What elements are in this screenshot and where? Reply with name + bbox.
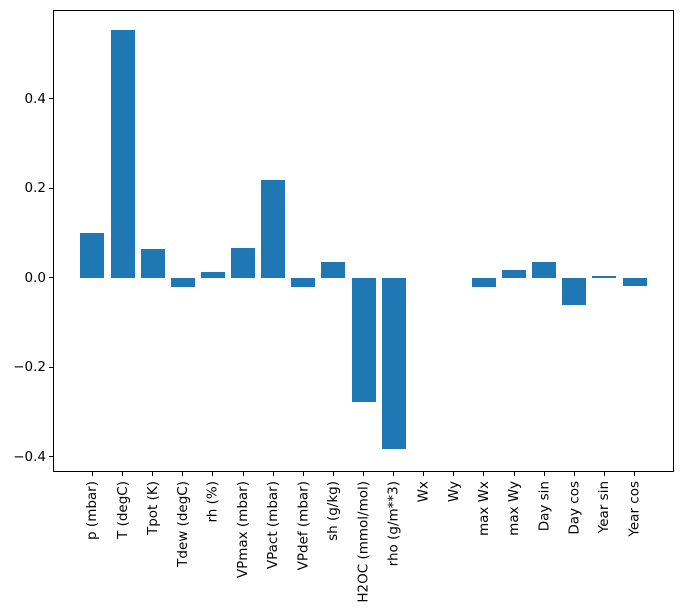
x-tick-label: Wx xyxy=(415,481,432,503)
bar xyxy=(231,247,255,278)
y-tick-label: −0.4 xyxy=(13,448,46,465)
x-tick-label: Wy xyxy=(445,481,462,503)
bar xyxy=(502,270,527,278)
x-tick-mark xyxy=(302,472,304,476)
x-tick-label: T (degC) xyxy=(114,481,131,539)
bar xyxy=(562,277,587,305)
x-tick-mark xyxy=(272,472,274,476)
y-tick-label: 0.0 xyxy=(24,269,46,286)
x-tick-label: p (mbar) xyxy=(84,481,101,540)
x-tick-label: Year cos xyxy=(626,481,643,537)
x-tick-label: Day sin xyxy=(536,481,553,532)
x-tick-mark xyxy=(453,472,455,476)
y-tick-mark xyxy=(49,277,53,279)
y-tick-mark xyxy=(49,187,53,189)
x-tick-label: rho (g/m**3) xyxy=(385,481,402,567)
bar xyxy=(381,277,406,450)
x-tick-mark xyxy=(91,472,93,476)
bar xyxy=(351,277,376,402)
bar xyxy=(200,272,225,278)
bar xyxy=(471,277,496,287)
plot-area xyxy=(53,10,674,472)
bar xyxy=(592,275,617,278)
bar xyxy=(140,248,165,278)
x-tick-mark xyxy=(573,472,575,476)
x-tick-label: rh (%) xyxy=(204,481,221,523)
x-tick-mark xyxy=(603,472,605,476)
x-tick-mark xyxy=(212,472,214,476)
bar xyxy=(532,261,557,278)
x-tick-mark xyxy=(423,472,425,476)
x-tick-mark xyxy=(483,472,485,476)
x-tick-label: Tpot (K) xyxy=(144,481,161,536)
x-tick-mark xyxy=(363,472,364,476)
bar xyxy=(80,232,105,278)
x-tick-label: Year sin xyxy=(596,481,613,534)
y-tick-label: 0.2 xyxy=(24,180,46,197)
x-tick-mark xyxy=(242,472,244,476)
x-tick-label: VPdef (mbar) xyxy=(295,481,312,571)
x-tick-label: Day cos xyxy=(566,481,583,535)
x-tick-mark xyxy=(543,472,545,476)
y-tick-mark xyxy=(49,366,53,368)
y-tick-label: 0.4 xyxy=(24,90,46,107)
x-tick-label: sh (g/kg) xyxy=(325,481,342,541)
bar xyxy=(110,30,135,278)
bar xyxy=(622,277,647,286)
x-tick-mark xyxy=(122,472,124,476)
x-tick-label: Tdew (degC) xyxy=(174,481,191,567)
x-tick-mark xyxy=(393,472,395,476)
y-tick-mark xyxy=(49,456,53,458)
x-tick-label: max Wx xyxy=(476,481,492,537)
bar xyxy=(291,277,316,287)
y-tick-mark xyxy=(49,98,53,100)
y-tick-label: −0.2 xyxy=(13,359,46,376)
x-tick-label: VPmax (mbar) xyxy=(235,481,252,579)
bar xyxy=(170,277,195,287)
x-tick-mark xyxy=(634,472,636,476)
x-tick-label: H2OC (mmol/mol) xyxy=(355,481,372,603)
x-tick-mark xyxy=(332,472,334,476)
x-tick-mark xyxy=(182,472,184,476)
bar xyxy=(321,262,346,278)
bar xyxy=(261,179,286,278)
x-tick-mark xyxy=(152,472,154,476)
x-tick-mark xyxy=(513,472,515,476)
x-tick-label: VPact (mbar) xyxy=(265,481,282,570)
x-tick-label: max Wy xyxy=(506,481,523,536)
